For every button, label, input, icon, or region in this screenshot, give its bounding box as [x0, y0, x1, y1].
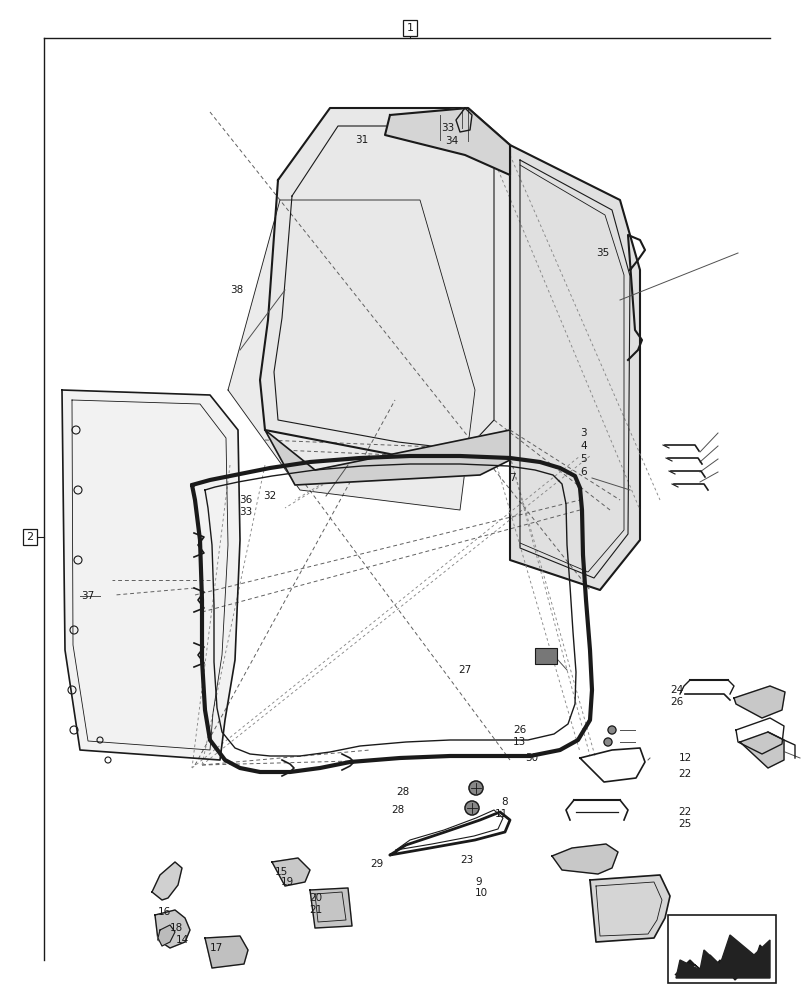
Circle shape — [469, 781, 483, 795]
Polygon shape — [155, 910, 190, 948]
Text: 13: 13 — [513, 737, 526, 747]
Text: 37: 37 — [81, 591, 94, 601]
Text: 4: 4 — [580, 441, 587, 451]
Polygon shape — [310, 888, 352, 928]
Polygon shape — [676, 935, 770, 978]
Text: 25: 25 — [679, 819, 692, 829]
Text: 33: 33 — [441, 123, 454, 133]
Text: 36: 36 — [239, 495, 252, 505]
Text: 15: 15 — [275, 867, 288, 877]
Text: 17: 17 — [210, 943, 223, 953]
Text: 28: 28 — [396, 787, 409, 797]
Polygon shape — [675, 940, 768, 980]
Text: 31: 31 — [356, 135, 368, 145]
Text: 7: 7 — [509, 473, 516, 483]
Text: 30: 30 — [525, 753, 538, 763]
Circle shape — [465, 801, 479, 815]
Text: 3: 3 — [580, 428, 587, 438]
Polygon shape — [228, 200, 475, 510]
Text: 6: 6 — [580, 467, 587, 477]
Polygon shape — [265, 430, 510, 485]
Bar — [535, 648, 557, 664]
Polygon shape — [272, 858, 310, 886]
Text: 21: 21 — [309, 905, 322, 915]
Text: 33: 33 — [239, 507, 252, 517]
Polygon shape — [740, 732, 784, 768]
Text: 23: 23 — [461, 855, 473, 865]
Polygon shape — [552, 844, 618, 874]
Text: 27: 27 — [458, 665, 471, 675]
Text: 24: 24 — [671, 685, 684, 695]
Text: 1: 1 — [406, 23, 414, 33]
Text: 2: 2 — [27, 532, 34, 542]
Polygon shape — [205, 936, 248, 968]
Text: 19: 19 — [281, 877, 294, 887]
Text: 29: 29 — [370, 859, 383, 869]
Polygon shape — [734, 686, 785, 718]
Polygon shape — [590, 875, 670, 942]
Text: 10: 10 — [475, 888, 488, 898]
Text: 35: 35 — [596, 248, 609, 258]
Polygon shape — [260, 108, 510, 465]
Bar — [668, 915, 776, 983]
Text: 26: 26 — [671, 697, 684, 707]
Polygon shape — [158, 925, 175, 946]
Polygon shape — [510, 145, 640, 590]
Text: 22: 22 — [679, 807, 692, 817]
Text: 26: 26 — [513, 725, 526, 735]
Text: 28: 28 — [391, 805, 404, 815]
Polygon shape — [385, 108, 510, 175]
Text: 11: 11 — [494, 809, 507, 819]
Text: 5: 5 — [580, 454, 587, 464]
Text: 8: 8 — [501, 797, 507, 807]
Text: 18: 18 — [170, 923, 183, 933]
Polygon shape — [152, 862, 182, 900]
Text: 9: 9 — [475, 877, 482, 887]
Text: 20: 20 — [309, 893, 322, 903]
Circle shape — [604, 738, 612, 746]
Text: 14: 14 — [176, 935, 189, 945]
Text: 34: 34 — [445, 136, 458, 146]
Text: 22: 22 — [679, 769, 692, 779]
Circle shape — [608, 726, 616, 734]
Polygon shape — [62, 390, 240, 760]
Text: 12: 12 — [679, 753, 692, 763]
Text: 38: 38 — [230, 285, 243, 295]
Text: 16: 16 — [158, 907, 170, 917]
Text: 32: 32 — [263, 491, 276, 501]
